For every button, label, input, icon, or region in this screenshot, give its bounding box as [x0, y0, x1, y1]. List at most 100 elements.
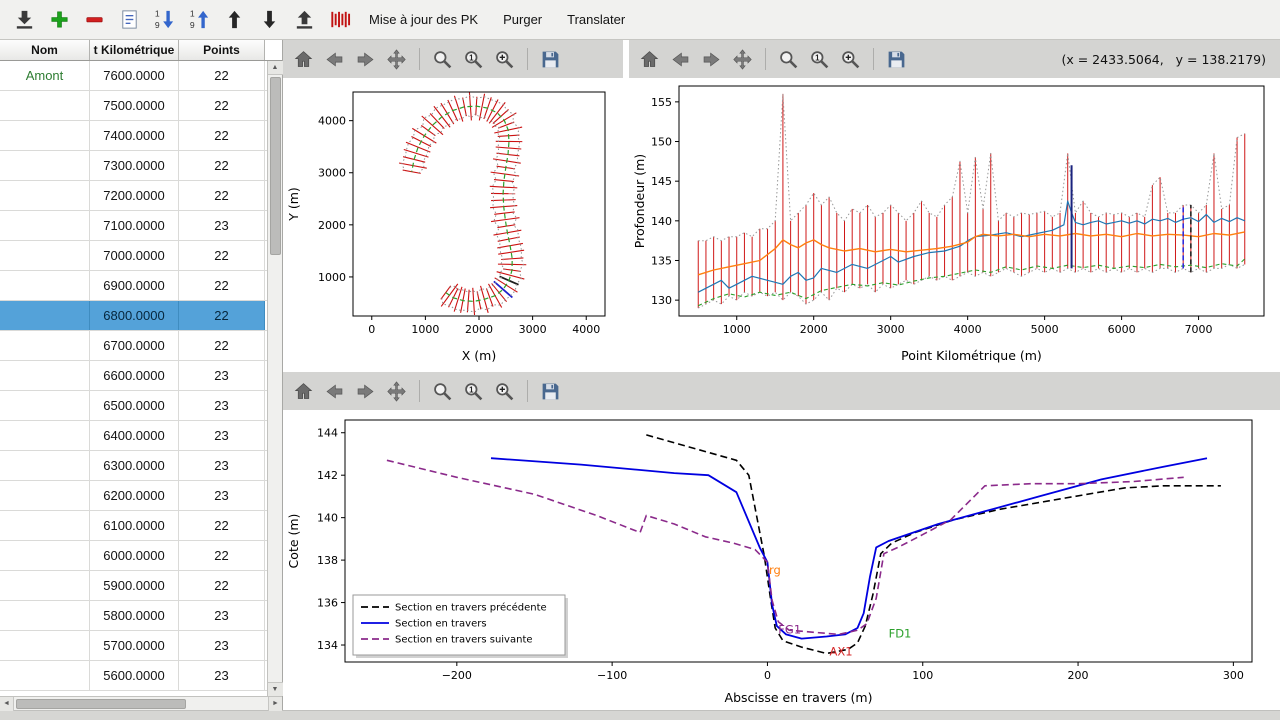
home-button[interactable]	[289, 377, 318, 406]
table-row[interactable]: 7100.0000 23	[0, 211, 282, 241]
cell-nom[interactable]	[0, 661, 90, 690]
table-row[interactable]: 6600.0000 23	[0, 361, 282, 391]
table-row[interactable]: 6500.0000 23	[0, 391, 282, 421]
cell-nom[interactable]	[0, 571, 90, 600]
table-row[interactable]: Amont 7600.0000 22	[0, 61, 282, 91]
cell-nom[interactable]	[0, 361, 90, 390]
cell-pk[interactable]: 6500.0000	[90, 391, 179, 420]
cell-nom[interactable]: Amont	[0, 61, 90, 90]
table-row[interactable]: 5900.0000 22	[0, 571, 282, 601]
cell-nom[interactable]	[0, 121, 90, 150]
cell-nom[interactable]	[0, 91, 90, 120]
cell-nom[interactable]	[0, 211, 90, 240]
cell-nom[interactable]	[0, 271, 90, 300]
table-row[interactable]: 6200.0000 23	[0, 481, 282, 511]
cell-pk[interactable]: 6600.0000	[90, 361, 179, 390]
cell-pk[interactable]: 7500.0000	[90, 91, 179, 120]
cell-pk[interactable]: 5700.0000	[90, 631, 179, 660]
cell-points[interactable]: 23	[179, 211, 265, 240]
zoom-rect-button[interactable]	[774, 45, 803, 74]
table-row[interactable]: 5600.0000 23	[0, 661, 282, 691]
plan-view-chart[interactable]: 0 1000 2000 3000 4000 1000 2000 3000 4000 X (m) Y …	[283, 78, 623, 368]
table-row[interactable]: 6900.0000 22	[0, 271, 282, 301]
scroll-up-button[interactable]: ▲	[267, 61, 283, 75]
zoom-rect-button[interactable]	[428, 377, 457, 406]
cell-pk[interactable]: 5800.0000	[90, 601, 179, 630]
cell-points[interactable]: 22	[179, 541, 265, 570]
table-row[interactable]: 6700.0000 22	[0, 331, 282, 361]
zoom-plus-button[interactable]	[836, 45, 865, 74]
column-header-nom[interactable]: Nom	[0, 40, 90, 60]
cell-nom[interactable]	[0, 541, 90, 570]
cell-pk[interactable]: 7300.0000	[90, 151, 179, 180]
remove-section-button[interactable]	[78, 4, 110, 36]
cell-nom[interactable]	[0, 421, 90, 450]
sort-ascending-button[interactable]	[183, 4, 215, 36]
table-row[interactable]: 7500.0000 22	[0, 91, 282, 121]
cell-nom[interactable]	[0, 451, 90, 480]
cell-pk[interactable]: 7200.0000	[90, 181, 179, 210]
cell-pk[interactable]: 6700.0000	[90, 331, 179, 360]
scroll-left-button[interactable]: ◄	[0, 696, 14, 711]
cell-nom[interactable]	[0, 181, 90, 210]
cell-points[interactable]: 22	[179, 571, 265, 600]
zoom-plus-button[interactable]	[490, 45, 519, 74]
cell-points[interactable]: 22	[179, 121, 265, 150]
cell-pk[interactable]: 5600.0000	[90, 661, 179, 690]
move-down-button[interactable]	[253, 4, 285, 36]
translater-button[interactable]: Translater	[556, 4, 636, 36]
cell-pk[interactable]: 6000.0000	[90, 541, 179, 570]
add-section-button[interactable]	[43, 4, 75, 36]
longitudinal-profile-chart[interactable]: 1000 2000 3000 4000 5000 6000 7000 130 135 140 145…	[629, 78, 1280, 368]
cell-points[interactable]: 23	[179, 391, 265, 420]
import-button[interactable]	[8, 4, 40, 36]
cell-pk[interactable]: 7400.0000	[90, 121, 179, 150]
cell-nom[interactable]	[0, 241, 90, 270]
zoom-one-button[interactable]	[805, 45, 834, 74]
forward-button[interactable]	[697, 45, 726, 74]
cell-points[interactable]: 23	[179, 421, 265, 450]
zoom-rect-button[interactable]	[428, 45, 457, 74]
cell-pk[interactable]: 7600.0000	[90, 61, 179, 90]
column-header-points[interactable]: Points	[179, 40, 265, 60]
cell-points[interactable]: 23	[179, 661, 265, 690]
home-button[interactable]	[289, 45, 318, 74]
cell-points[interactable]: 22	[179, 61, 265, 90]
pan-button[interactable]	[382, 377, 411, 406]
cell-pk[interactable]: 5900.0000	[90, 571, 179, 600]
cell-pk[interactable]: 6300.0000	[90, 451, 179, 480]
cell-points[interactable]: 22	[179, 151, 265, 180]
cell-pk[interactable]: 6200.0000	[90, 481, 179, 510]
save-button[interactable]	[536, 377, 565, 406]
cell-points[interactable]: 23	[179, 481, 265, 510]
sort-descending-button[interactable]	[148, 4, 180, 36]
cross-section-chart[interactable]: −200 −100 0 100 200 300 134 136 138 140 142 144 Absc…	[283, 410, 1280, 710]
cell-points[interactable]: 22	[179, 91, 265, 120]
cell-points[interactable]: 23	[179, 361, 265, 390]
home-button[interactable]	[635, 45, 664, 74]
update-pk-button[interactable]: Mise à jour des PK	[358, 4, 489, 36]
cell-points[interactable]: 23	[179, 451, 265, 480]
cell-pk[interactable]: 7000.0000	[90, 241, 179, 270]
cell-points[interactable]: 23	[179, 631, 265, 660]
back-button[interactable]	[666, 45, 695, 74]
cell-pk[interactable]: 6800.0000	[90, 301, 179, 330]
table-row[interactable]: 6100.0000 22	[0, 511, 282, 541]
cell-pk[interactable]: 7100.0000	[90, 211, 179, 240]
pk-marks-button[interactable]	[323, 4, 355, 36]
table-row[interactable]: 6800.0000 22	[0, 301, 282, 331]
cell-points[interactable]: 22	[179, 241, 265, 270]
scroll-right-button[interactable]: ►	[268, 696, 282, 711]
pan-button[interactable]	[728, 45, 757, 74]
save-button[interactable]	[536, 45, 565, 74]
cell-points[interactable]: 22	[179, 301, 265, 330]
zoom-plus-button[interactable]	[490, 377, 519, 406]
table-row[interactable]: 6300.0000 23	[0, 451, 282, 481]
zoom-one-button[interactable]	[459, 377, 488, 406]
table-row[interactable]: 7200.0000 22	[0, 181, 282, 211]
cell-points[interactable]: 23	[179, 601, 265, 630]
table-row[interactable]: 6400.0000 23	[0, 421, 282, 451]
table-horizontal-scrollbar[interactable]: ◄ ►	[0, 696, 282, 711]
table-row[interactable]: 7400.0000 22	[0, 121, 282, 151]
export-button[interactable]	[288, 4, 320, 36]
